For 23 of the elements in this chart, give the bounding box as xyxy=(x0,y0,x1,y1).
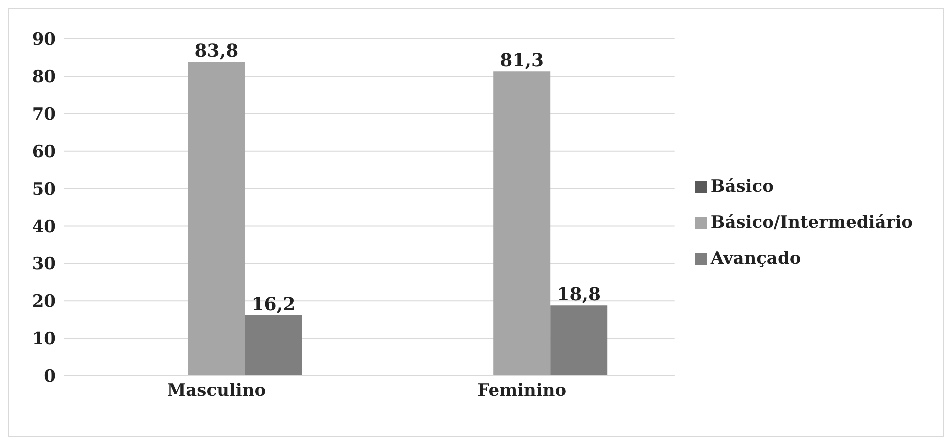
data-label: 83,8 xyxy=(194,41,239,62)
data-label: 81,3 xyxy=(500,50,544,72)
bar xyxy=(188,62,246,376)
legend-label: Avançado xyxy=(710,248,802,268)
y-tick-label: 40 xyxy=(32,217,56,238)
y-tick-label: 0 xyxy=(44,367,56,388)
legend-label: Básico/Intermediário xyxy=(710,212,913,232)
x-tick-label: Masculino xyxy=(167,381,266,402)
bar xyxy=(494,72,551,376)
y-tick-label: 30 xyxy=(32,254,56,275)
y-tick-label: 50 xyxy=(32,180,56,200)
y-tick-label: 90 xyxy=(32,30,56,50)
x-tick-label: Feminino xyxy=(478,381,567,402)
y-tick-label: 80 xyxy=(32,67,56,88)
y-tick-label: 10 xyxy=(32,330,56,350)
data-label: 16,2 xyxy=(252,294,296,316)
y-tick-label: 70 xyxy=(32,104,56,125)
bar xyxy=(550,306,608,376)
legend-label: Básico xyxy=(710,176,774,196)
bar xyxy=(245,315,302,376)
y-tick-label: 20 xyxy=(32,292,56,312)
y-tick-label: 60 xyxy=(32,142,56,162)
data-label: 18,8 xyxy=(557,284,602,306)
